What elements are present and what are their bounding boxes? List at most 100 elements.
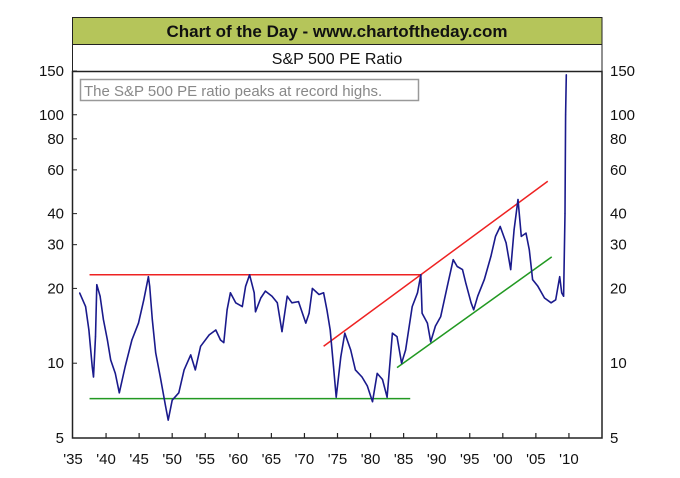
- data-point: [494, 235, 497, 237]
- data-point: [499, 225, 501, 228]
- data-point: [565, 74, 567, 76]
- y-tick-label-left: 80: [47, 131, 64, 148]
- data-point: [323, 292, 325, 294]
- data-point: [264, 290, 267, 292]
- data-point: [525, 232, 527, 234]
- data-point: [426, 322, 429, 324]
- data-point: [286, 295, 288, 297]
- data-point: [563, 295, 565, 297]
- data-point: [244, 285, 247, 287]
- y-tick-label-right: 20: [610, 280, 627, 297]
- data-point: [305, 322, 307, 324]
- data-point: [159, 376, 161, 378]
- data-point: [555, 299, 557, 301]
- title-row: [72, 44, 603, 72]
- data-point: [208, 334, 210, 336]
- data-point: [164, 405, 167, 408]
- data-point: [396, 335, 398, 338]
- data-point: [411, 305, 413, 308]
- y-tick-label-right: 60: [610, 162, 627, 179]
- data-point: [88, 329, 90, 331]
- data-point: [381, 378, 384, 381]
- data-point: [235, 302, 237, 304]
- data-point: [456, 265, 458, 268]
- data-point: [350, 349, 352, 351]
- y-tick-label-left: 30: [47, 237, 64, 254]
- trendline-lower-channel: [396, 256, 553, 369]
- data-point: [376, 372, 378, 374]
- data-point: [311, 287, 313, 290]
- data-point: [461, 269, 464, 271]
- y-tick-label-right: 80: [610, 131, 627, 148]
- data-point: [99, 295, 101, 297]
- data-point: [318, 293, 320, 296]
- x-tick-label: '10: [559, 451, 579, 468]
- data-point: [510, 269, 512, 271]
- data-point: [483, 279, 485, 281]
- data-point: [473, 309, 475, 311]
- data-point: [84, 305, 87, 308]
- data-point: [253, 292, 255, 294]
- data-point: [366, 385, 368, 387]
- data-point: [564, 213, 566, 215]
- data-point: [361, 376, 363, 378]
- header-banner-text: Chart of the Day - www.chartoftheday.com: [167, 22, 508, 41]
- data-point: [155, 352, 157, 354]
- data-point: [565, 114, 567, 116]
- data-point: [332, 365, 335, 368]
- data-point: [440, 316, 442, 318]
- data-point: [219, 339, 222, 341]
- data-point: [229, 292, 231, 294]
- x-tick-label: '70: [295, 451, 315, 468]
- data-point: [200, 345, 202, 347]
- data-point: [401, 362, 403, 364]
- data-point: [490, 255, 492, 258]
- data-point: [147, 276, 149, 278]
- data-point: [96, 284, 98, 286]
- data-point: [354, 369, 356, 371]
- data-point: [452, 259, 454, 261]
- x-tick-label: '05: [526, 451, 546, 468]
- y-tick-label-left: 150: [39, 63, 64, 80]
- data-point: [248, 274, 251, 276]
- data-point: [118, 392, 120, 394]
- data-point: [386, 396, 388, 398]
- data-point: [430, 341, 432, 343]
- data-point: [143, 299, 145, 301]
- x-tick-label: '40: [96, 451, 116, 468]
- data-point: [94, 335, 97, 338]
- x-tick-label: '80: [361, 451, 381, 468]
- data-point: [226, 309, 228, 311]
- y-tick-label-left: 20: [47, 280, 64, 297]
- data-point: [110, 359, 112, 361]
- data-point: [391, 332, 393, 334]
- data-point: [167, 419, 169, 421]
- data-point: [102, 318, 105, 321]
- data-point: [505, 242, 507, 244]
- x-tick-label: '85: [394, 451, 414, 468]
- y-tick-label-right: 40: [610, 206, 627, 223]
- data-point: [271, 295, 273, 297]
- data-point: [470, 302, 472, 304]
- data-point: [550, 302, 552, 304]
- y-tick-label-right: 10: [610, 355, 627, 372]
- y-tick-label-right: 150: [610, 63, 635, 80]
- data-point: [223, 342, 225, 344]
- data-point: [276, 302, 278, 304]
- x-tick-label: '35: [63, 451, 83, 468]
- data-point: [528, 249, 530, 251]
- data-point: [520, 235, 522, 237]
- data-point: [194, 369, 196, 371]
- data-point: [421, 312, 423, 314]
- y-tick-label-left: 100: [39, 107, 64, 124]
- y-tick-label-left: 60: [47, 162, 64, 179]
- y-tick-label-right: 30: [610, 237, 627, 254]
- data-point: [465, 282, 467, 284]
- data-point: [561, 292, 563, 294]
- data-point: [517, 198, 519, 201]
- y-tick-label-right: 100: [610, 107, 635, 124]
- x-tick-label: '55: [195, 451, 215, 468]
- data-point: [114, 372, 116, 374]
- data-point: [297, 300, 300, 303]
- x-tick-label: '95: [460, 451, 480, 468]
